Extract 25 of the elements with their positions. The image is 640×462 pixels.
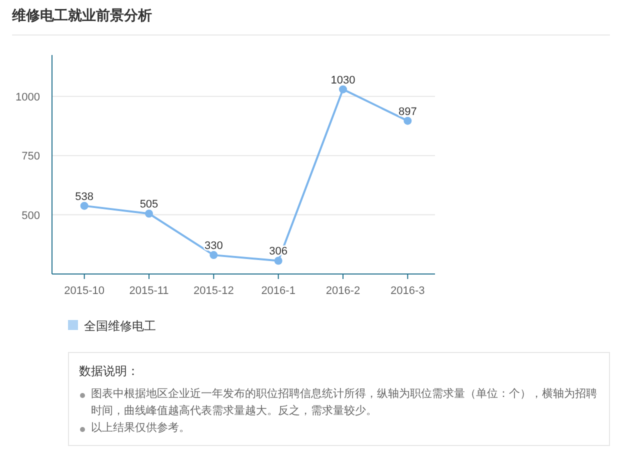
y-tick-label: 500	[22, 210, 40, 222]
data-label: 505	[140, 198, 158, 211]
point	[339, 85, 347, 94]
chart-title: 维修电工就业前景分析	[11, 7, 152, 23]
point	[145, 210, 153, 218]
x-tick-label: 2016-3	[390, 285, 425, 297]
x-tick-label: 2015-10	[64, 285, 105, 297]
x-tick-label: 2015-12	[193, 285, 234, 297]
y-tick-label: 750	[22, 150, 40, 163]
data-label: 897	[398, 106, 417, 118]
text: 图表中根据地区企业近一年发布的职位招聘信息统计所得，纵轴为职位需求量（单位：个），横轴为招聘时间，曲线峰值越高代表需求量越大。反之，需求量较少。	[90, 386, 598, 419]
point	[210, 251, 218, 260]
legend-label: 全国维修电工	[84, 319, 156, 333]
point	[404, 116, 412, 125]
point	[274, 256, 282, 265]
text: 数据说明：	[79, 363, 140, 380]
x-tick-label: 2015-11	[129, 285, 169, 297]
y-tick-label: 1000	[16, 91, 40, 104]
data-label: 538	[75, 190, 94, 203]
data-label: 330	[204, 240, 223, 252]
text: 以上结果仅供参考。	[90, 421, 191, 436]
point	[80, 202, 88, 210]
data-label: 1030	[330, 74, 356, 86]
x-tick-label: 2016-1	[261, 285, 296, 297]
x-tick-label: 2016-2	[326, 285, 360, 297]
